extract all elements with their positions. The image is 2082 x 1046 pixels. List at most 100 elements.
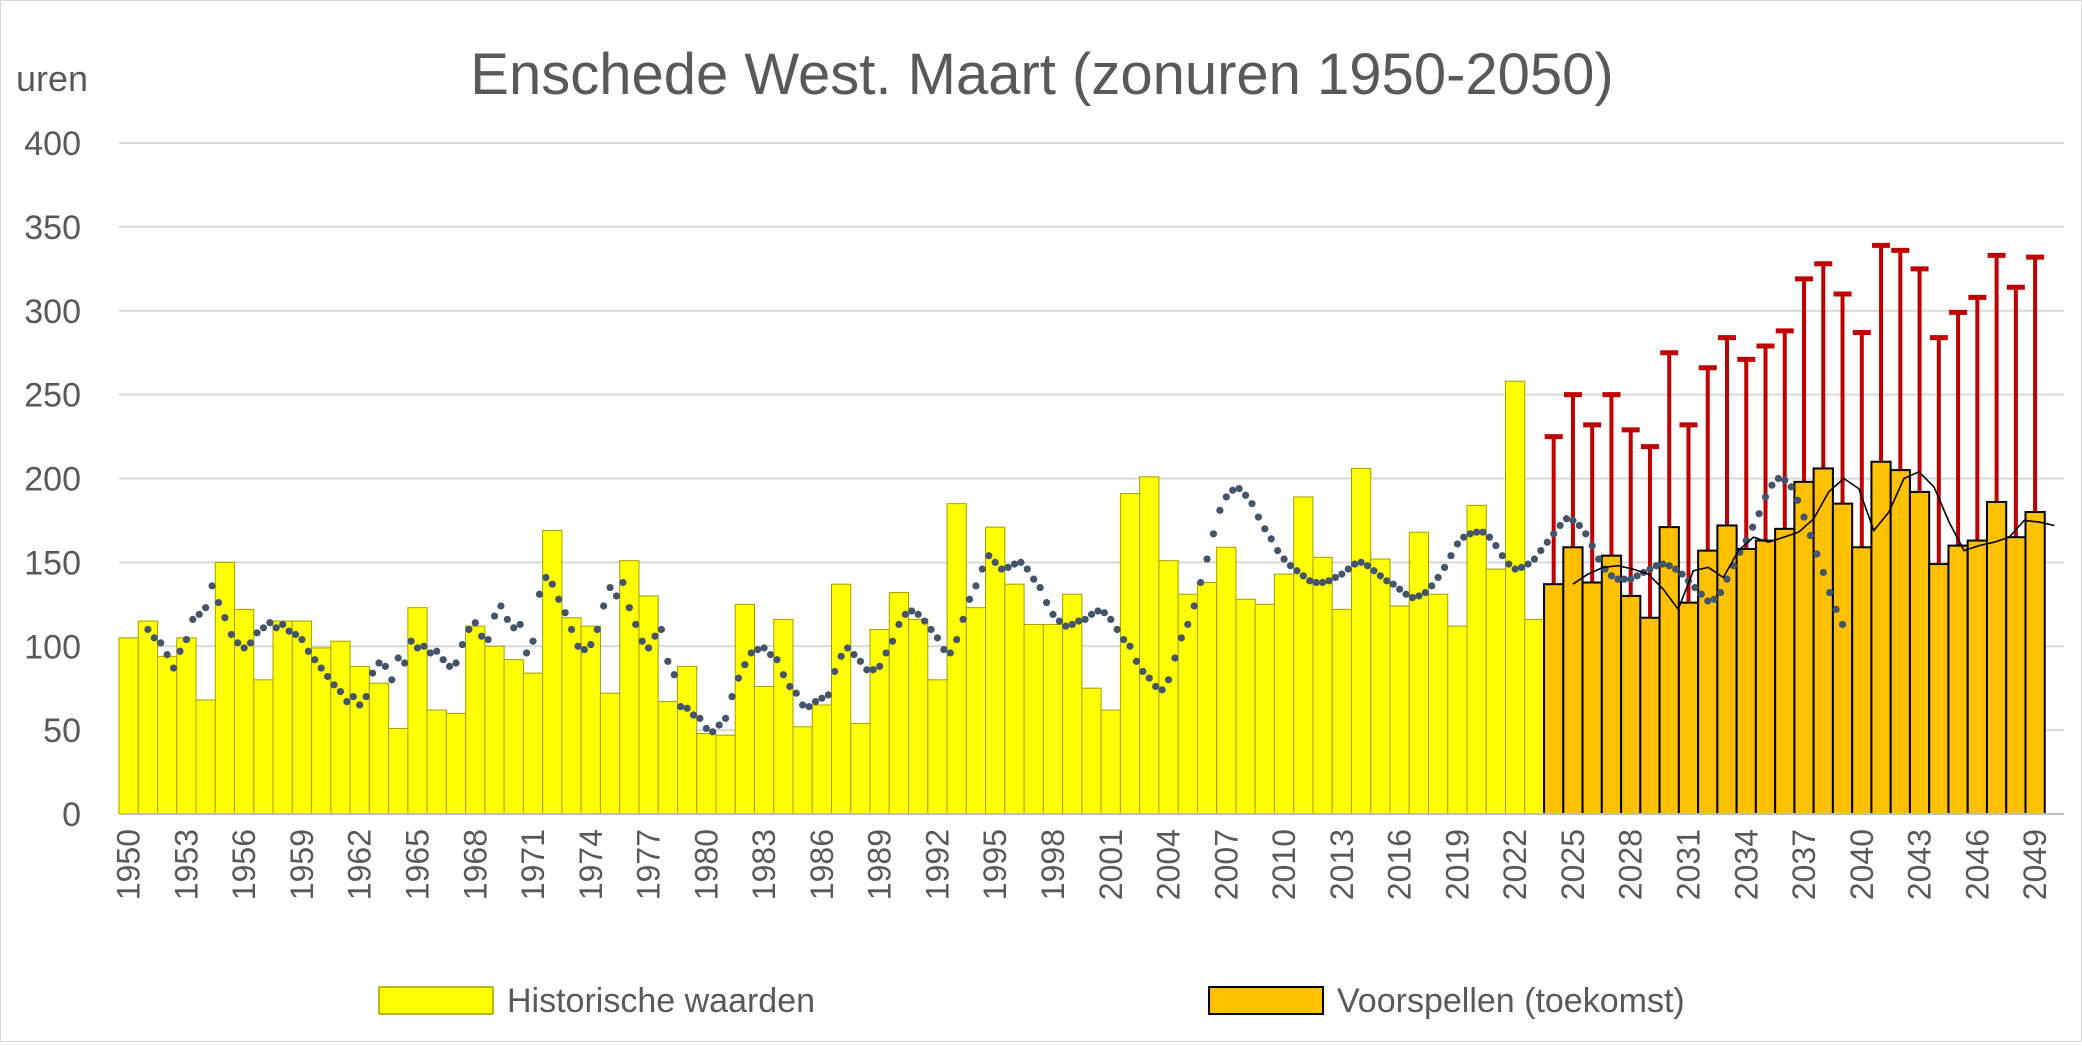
ma-dot-30 [336,687,345,696]
ma-dot-85 [689,711,698,719]
ma-dot-194 [1389,580,1397,588]
ma-dot-238 [1672,565,1680,573]
forecast-bar-2034 [1735,547,1757,816]
ma-dot-167 [1216,506,1224,514]
x-tick-label-1992: 1992 [919,829,955,900]
ma-dot-92 [734,674,743,682]
ma-dot-216 [1530,555,1539,563]
ma-dot-162 [1184,620,1192,629]
ma-dot-119 [908,607,916,615]
ma-dot-149 [1100,609,1108,617]
historical-bar-2016 [1389,605,1410,815]
ma-dot-5 [176,647,184,655]
x-tick-label-1995: 1995 [977,829,1013,900]
x-tick-label-1953: 1953 [168,829,204,900]
ma-dot-20 [272,624,280,632]
x-tick-label-2016: 2016 [1382,829,1418,900]
ma-dot-146 [1081,615,1089,624]
forecast-bar-2032 [1697,549,1719,815]
ma-dot-237 [1665,562,1673,570]
ma-dot-53 [484,635,492,644]
ma-dot-33 [356,701,364,709]
ma-dot-223 [1575,521,1583,530]
ma-dot-211 [1498,552,1506,560]
ma-dot-133 [998,565,1006,573]
historical-bar-2002 [1119,493,1141,815]
legend-swatch-historical [378,986,494,1015]
ma-dot-179 [1293,567,1301,575]
ma-dot-209 [1485,533,1494,541]
ma-dot-7 [189,615,197,624]
historical-bar-1957 [253,679,274,815]
x-tick-label-1986: 1986 [804,829,840,900]
historical-bar-1970 [503,659,524,815]
ma-dot-9 [202,604,210,612]
ma-dot-114 [876,662,884,670]
ma-dot-196 [1402,590,1410,598]
historical-moving-average [144,474,1847,736]
ma-dot-212 [1505,560,1513,568]
ma-dot-173 [1254,513,1262,521]
ma-dot-191 [1370,567,1378,575]
historical-bar-2010 [1273,573,1295,815]
historical-bar-1972 [542,530,563,815]
ma-dot-157 [1152,682,1160,691]
ma-dot-101 [792,689,800,697]
forecast-bar-2035 [1754,539,1777,815]
ma-dot-32 [349,692,357,701]
ma-dot-65 [561,609,569,617]
ma-dot-165 [1203,555,1211,563]
x-tick-label-1950: 1950 [111,829,147,900]
ma-dot-89 [715,721,723,729]
ma-dot-159 [1164,676,1173,684]
historical-bar-1966 [426,709,447,815]
ma-dot-152 [1119,635,1128,644]
ma-dot-140 [1042,599,1051,607]
ma-dot-36 [375,659,383,667]
ma-dot-35 [368,669,377,677]
historical-bar-1989 [869,628,890,815]
ma-dot-40 [401,659,409,667]
historical-bar-1975 [599,692,621,815]
ma-dot-197 [1408,594,1417,602]
ma-dot-62 [542,573,550,582]
ma-dot-143 [1062,622,1070,630]
ma-dot-107 [831,667,839,676]
x-tick-label-1965: 1965 [399,829,435,900]
ma-dot-13 [227,630,235,639]
ma-dot-182 [1312,578,1320,587]
historical-bar-1977 [638,595,659,815]
ma-dot-90 [722,714,730,722]
historical-bar-1954 [195,699,216,815]
historical-bar-1950 [118,637,139,815]
ma-dot-69 [587,640,595,649]
ma-dot-246 [1723,575,1731,583]
x-tick-label-1998: 1998 [1035,829,1071,900]
ma-dot-96 [760,644,768,652]
ma-dot-98 [773,656,781,664]
ma-dot-207 [1473,528,1481,536]
ma-dot-87 [702,724,710,733]
gridlines [119,142,2064,732]
historical-bar-1961 [330,640,351,815]
ma-dot-193 [1383,577,1391,585]
historical-bar-1983 [753,686,775,815]
ma-dot-234 [1646,565,1654,573]
ma-dot-177 [1280,555,1288,563]
historical-bar-1998 [1042,623,1064,815]
ma-dot-134 [1004,563,1012,572]
ma-dot-185 [1331,573,1340,582]
ma-dot-10 [208,582,216,590]
ma-dot-242 [1697,590,1705,598]
ma-dot-180 [1299,572,1307,580]
historical-bar-1994 [965,607,987,815]
ma-dot-61 [535,590,544,598]
historical-bar-1967 [445,712,467,815]
ma-dot-127 [959,615,967,624]
x-tick-label-2013: 2013 [1324,829,1360,900]
ma-dot-122 [927,625,935,634]
legend-swatch-forecast [1208,986,1324,1015]
ma-dot-80 [657,625,666,634]
x-tick-label-1977: 1977 [631,829,667,900]
ma-dot-254 [1774,474,1782,483]
